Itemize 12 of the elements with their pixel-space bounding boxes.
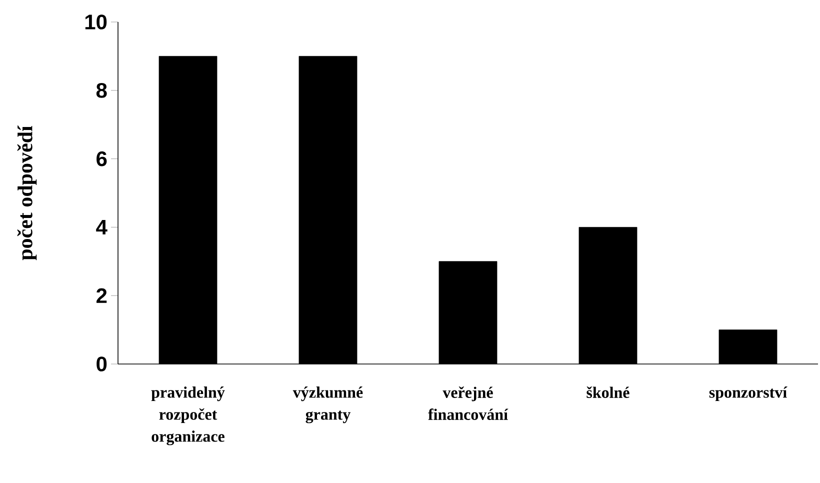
x-tick-label: výzkumné granty: [292, 386, 363, 424]
x-tick-label: školné: [586, 386, 630, 398]
x-tick-label: veřejné financování: [428, 386, 508, 420]
y-tick-label: 8: [96, 82, 107, 98]
y-tick-label: 0: [96, 356, 107, 372]
y-tick-label: 10: [85, 14, 107, 30]
y-tick-label: 4: [96, 220, 108, 234]
y-axis-title: počet odpovědí: [17, 125, 37, 260]
x-tick-label: pravidelný rozpočet organizace: [151, 386, 225, 446]
y-tick-label: 6: [96, 151, 107, 166]
y-tick-label: 2: [96, 288, 107, 303]
x-tick-label: sponzorství: [709, 386, 788, 402]
